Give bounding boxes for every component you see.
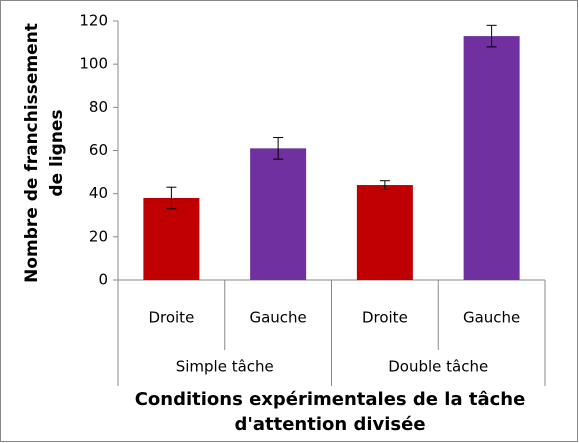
y-tick-label: 0 (98, 271, 108, 289)
error-bar (379, 180, 390, 190)
group-label: Simple tâche (176, 358, 274, 376)
y-tick-label: 20 (89, 227, 108, 245)
group-label: Double tâche (388, 358, 488, 376)
y-tick-label: 120 (79, 12, 108, 30)
error-bar (273, 137, 284, 160)
y-tick-label: 80 (89, 98, 108, 116)
x-axis-label: Conditions expérimentales de la tâche d'… (134, 389, 526, 435)
bar (463, 36, 520, 280)
error-bar (486, 24, 497, 48)
x-tick-label: Gauche (463, 309, 520, 327)
bar (143, 197, 200, 280)
error-bar (166, 186, 177, 210)
x-tick-label: Gauche (249, 309, 306, 327)
bar (356, 185, 413, 280)
bar (250, 148, 307, 280)
y-axis-label: Nombre de franchissement de lignes (22, 23, 67, 283)
y-tick-label: 60 (89, 141, 108, 159)
y-tick-label: 100 (79, 55, 108, 73)
y-tick-label: 40 (89, 184, 108, 202)
x-tick-label: Droite (362, 309, 408, 327)
x-tick-label: Droite (148, 309, 194, 327)
